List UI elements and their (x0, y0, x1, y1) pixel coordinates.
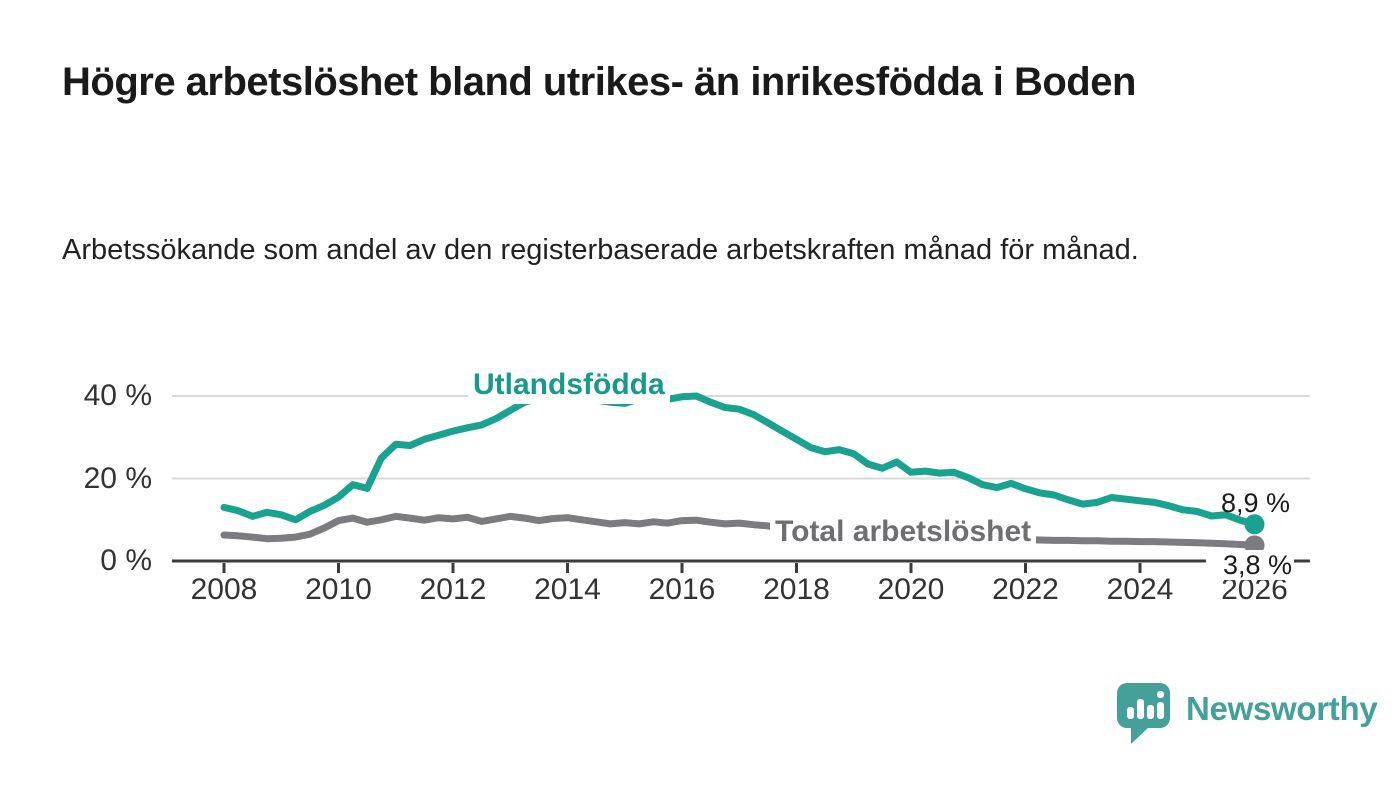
series-line-total (220, 512, 1258, 549)
exclamation-dot (1157, 691, 1164, 698)
x-axis-label-2012: 2012 (419, 573, 487, 606)
unemployment-line-chart: 0 % 20 % 40 % 2008 2010 2012 2014 2016 2018 2020… (0, 350, 1400, 650)
y-axis-label-0: 0 % (100, 544, 152, 577)
series-line-utlandsfodda (220, 392, 1258, 528)
x-axis-label-2016: 2016 (648, 573, 716, 606)
series-end-dot-utlandsfodda (1244, 514, 1265, 535)
x-axis-label-2024: 2024 (1106, 573, 1174, 606)
y-axis-label-40: 40 % (83, 379, 152, 412)
series-label-utlandsfodda: Utlandsfödda (468, 366, 670, 404)
end-value-label-total: 3,8 % (1206, 550, 1294, 580)
bar-2 (1137, 699, 1144, 719)
y-axis-label-20: 20 % (83, 461, 152, 495)
newsworthy-logo: Newsworthy (1117, 683, 1378, 744)
x-axis-label-2014: 2014 (534, 573, 601, 606)
x-axis-label-2018: 2018 (763, 573, 830, 606)
exclamation-bar (1157, 702, 1164, 719)
bar-1 (1127, 707, 1134, 719)
series-label-total-arbetsloshet: Total arbetslöshet (770, 513, 1037, 551)
x-axis-label-2022: 2022 (992, 573, 1059, 606)
x-axis-label-2008: 2008 (190, 573, 258, 606)
newsworthy-logo-text: Newsworthy (1186, 690, 1378, 727)
end-value-label-utlandsfodda: 8,9 % (1220, 488, 1290, 518)
x-axis-label-2010: 2010 (305, 573, 372, 606)
newsworthy-logo-icon (1117, 683, 1170, 744)
page-title: Högre arbetslöshet bland utrikes- än inr… (62, 60, 1136, 104)
page-subtitle: Arbetssökande som andel av den registerb… (62, 234, 1139, 266)
x-axis-label-2020: 2020 (877, 573, 945, 606)
bar-3 (1147, 705, 1154, 719)
